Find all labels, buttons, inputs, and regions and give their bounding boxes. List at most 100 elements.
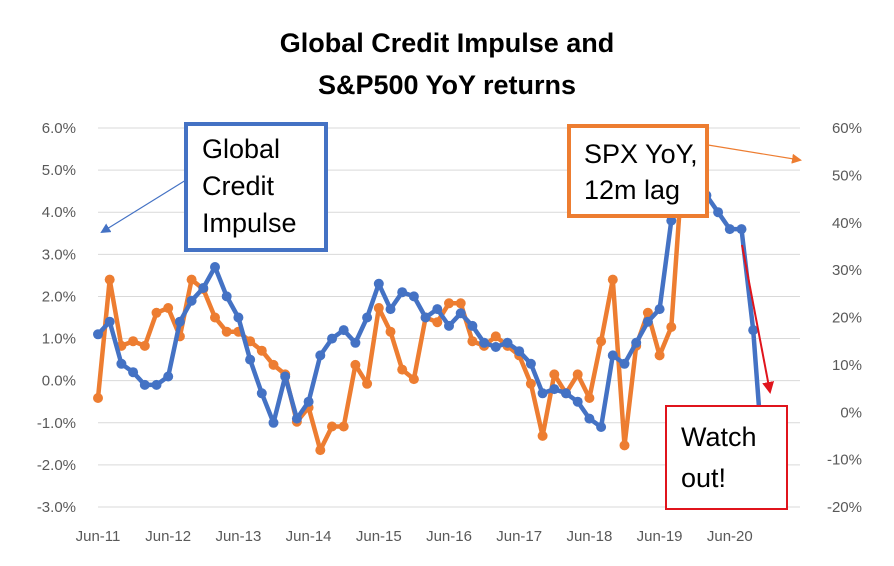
data-point-spx [256,345,267,356]
data-point-impulse [233,312,244,323]
data-point-spx [338,421,349,432]
x-tick-label: Jun-16 [426,528,472,545]
data-point-impulse [327,333,337,344]
data-point-spx [455,298,466,309]
data-point-impulse [163,371,174,382]
data-point-impulse [116,358,127,369]
data-point-spx [596,336,607,347]
data-point-spx [221,326,232,337]
impulse-label-line-1: Global [202,134,280,164]
x-tick-label: Jun-14 [286,528,332,545]
y-left-tick-label: -3.0% [37,499,76,516]
y-right-tick-label: 10% [832,357,862,374]
data-point-impulse [104,316,115,327]
watch-label-line-2: out! [681,463,726,493]
series-line-spx [95,158,697,453]
data-point-spx [163,303,174,313]
data-point-impulse [151,379,162,390]
data-point-impulse [221,291,232,302]
data-point-impulse [619,358,630,369]
series-global-credit-impulse [93,177,770,491]
x-tick-label: Jun-12 [145,528,191,545]
y-left-tick-label: 4.0% [42,204,76,221]
data-point-impulse [444,320,454,331]
data-point-impulse [408,291,419,302]
data-point-impulse [268,417,279,428]
data-point-impulse [385,304,396,315]
data-point-impulse [736,224,747,235]
y-right-tick-label: 40% [832,215,862,232]
impulse-arrow [100,179,187,234]
data-point-impulse [256,388,267,399]
y-right-tick-label: 50% [832,167,862,184]
data-point-spx [666,322,677,332]
data-point-spx [327,421,337,432]
y-left-tick-label: 3.0% [42,246,76,263]
y-left-tick-label: -2.0% [37,457,76,474]
data-point-impulse [713,207,724,218]
watch-label-line-1: Watch [681,422,757,452]
y-right-tick-label: -10% [827,452,862,469]
data-point-impulse [514,346,525,357]
data-point-spx [549,369,560,380]
data-point-spx [362,378,373,389]
data-point-impulse [502,337,513,348]
data-point-spx [607,274,618,285]
y-right-tick-label: 60% [832,120,862,137]
x-tick-label: Jun-13 [215,528,261,545]
data-point-impulse [666,215,677,226]
x-axis: Jun-11 Jun-12 Jun-13 Jun-14 Jun-15 Jun-16 Jun-… [76,528,753,545]
data-point-impulse [338,325,349,336]
spx-arrow [707,144,802,164]
impulse-label-line-3: Impulse [202,208,297,238]
spx-label-box [567,124,709,218]
y-right-tick-label: 20% [832,310,862,327]
data-point-spx [525,378,536,389]
data-point-impulse [186,295,197,306]
data-point-spx [315,445,326,456]
y-right-tick-label: 30% [832,262,862,279]
data-point-impulse [584,413,595,424]
x-tick-label: Jun-11 [76,528,121,545]
data-point-spx [385,326,396,337]
data-point-spx [128,336,139,347]
data-point-impulse [210,262,220,272]
data-point-impulse [654,304,665,315]
data-point-spx [210,312,220,323]
data-point-impulse [303,396,314,407]
annotations: Global Credit Impulse SPX YoY, 12m lag W… [100,122,802,510]
data-point-spx [408,374,419,385]
data-point-impulse [198,283,209,293]
data-point-impulse [315,350,326,361]
data-point-spx [467,336,478,347]
data-point-impulse [432,304,443,315]
x-tick-label: Jun-19 [637,528,683,545]
spx-label-line-1: SPX YoY, [584,139,698,169]
data-point-impulse [373,278,384,289]
chart-title-line-1: Global Credit Impulse and [280,28,615,58]
data-point-spx [537,430,548,441]
data-point-spx [584,393,595,403]
y-left-tick-label: 0.0% [42,373,76,390]
data-point-spx [268,359,279,370]
data-point-impulse [280,371,291,382]
data-point-impulse [549,384,560,395]
y-left-tick-label: 5.0% [42,162,76,179]
data-point-impulse [525,358,536,369]
data-point-impulse [479,337,490,348]
data-point-impulse [420,312,431,323]
data-point-impulse [397,287,408,298]
data-point-impulse [537,388,548,399]
y-axis-left: 6.0% 5.0% 4.0% 3.0% 2.0% 1.0% 0.0% -1.0% -2.0% -3… [37,120,76,516]
data-point-impulse [362,312,373,323]
data-point-spx [432,317,443,328]
x-tick-label: Jun-15 [356,528,402,545]
data-point-spx [572,369,583,380]
data-point-impulse [607,350,618,361]
data-point-impulse [490,342,501,352]
data-point-spx [373,303,384,313]
data-point-spx [619,440,630,451]
y-left-tick-label: 6.0% [42,120,76,137]
y-right-tick-label: 0% [840,404,862,421]
